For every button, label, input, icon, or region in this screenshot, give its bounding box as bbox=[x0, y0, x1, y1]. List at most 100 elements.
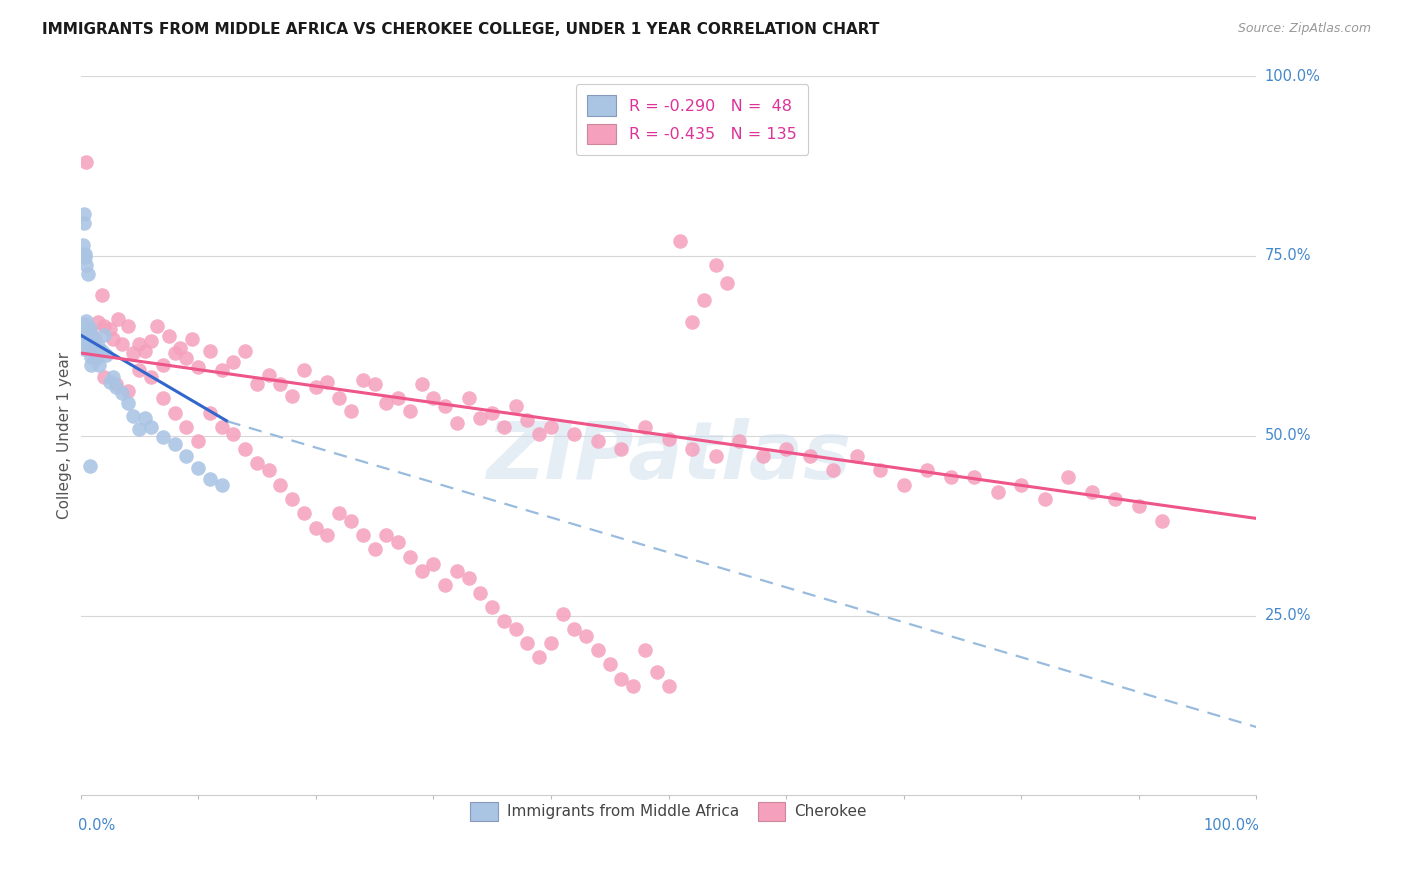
Y-axis label: College, Under 1 year: College, Under 1 year bbox=[58, 352, 72, 519]
Point bbox=[122, 409, 145, 423]
Point bbox=[411, 376, 433, 391]
Point bbox=[257, 463, 280, 477]
Point bbox=[716, 276, 738, 290]
Point bbox=[610, 442, 633, 456]
Point bbox=[104, 380, 127, 394]
Point bbox=[987, 484, 1010, 499]
Point bbox=[83, 350, 105, 364]
Point bbox=[176, 449, 198, 463]
Point bbox=[84, 350, 107, 364]
Point bbox=[657, 679, 679, 693]
Point bbox=[111, 385, 134, 400]
Text: 25.0%: 25.0% bbox=[1265, 608, 1312, 624]
Point bbox=[516, 636, 538, 650]
Point bbox=[751, 449, 773, 463]
Point bbox=[176, 420, 198, 434]
Point bbox=[540, 636, 562, 650]
Point bbox=[93, 328, 115, 343]
Point bbox=[540, 420, 562, 434]
Point bbox=[693, 293, 716, 308]
Point bbox=[316, 528, 339, 542]
Point bbox=[775, 442, 797, 456]
Point bbox=[728, 434, 751, 449]
Point bbox=[163, 406, 186, 420]
Point bbox=[90, 343, 112, 358]
Point bbox=[152, 358, 174, 372]
Point bbox=[586, 434, 609, 449]
Point bbox=[82, 336, 104, 351]
Point bbox=[1010, 477, 1032, 491]
Point bbox=[211, 362, 233, 376]
Text: ZIPatlas: ZIPatlas bbox=[486, 418, 851, 496]
Point bbox=[117, 396, 139, 410]
Point bbox=[73, 207, 96, 221]
Point bbox=[681, 442, 703, 456]
Text: 100.0%: 100.0% bbox=[1265, 69, 1320, 84]
Point bbox=[152, 392, 174, 406]
Point bbox=[363, 376, 385, 391]
Point bbox=[269, 376, 291, 391]
Point bbox=[152, 430, 174, 444]
Point bbox=[328, 392, 350, 406]
Point bbox=[163, 437, 186, 451]
Point bbox=[79, 341, 101, 355]
Point bbox=[187, 360, 209, 375]
Point bbox=[363, 542, 385, 557]
Point bbox=[93, 369, 115, 384]
Point bbox=[387, 535, 409, 549]
Point bbox=[157, 329, 180, 343]
Point bbox=[187, 434, 209, 449]
Point bbox=[246, 456, 269, 470]
Point bbox=[564, 427, 586, 442]
Point bbox=[398, 403, 420, 417]
Point bbox=[79, 325, 101, 339]
Point bbox=[551, 607, 574, 621]
Point bbox=[939, 470, 962, 484]
Point bbox=[122, 346, 145, 360]
Point bbox=[176, 351, 198, 365]
Point bbox=[823, 463, 845, 477]
Point bbox=[75, 155, 97, 169]
Point bbox=[73, 217, 96, 231]
Point bbox=[1152, 514, 1174, 528]
Point bbox=[305, 521, 328, 535]
Point bbox=[681, 315, 703, 329]
Point bbox=[470, 410, 492, 425]
Text: 0.0%: 0.0% bbox=[79, 819, 115, 833]
Point bbox=[146, 319, 169, 334]
Point bbox=[281, 389, 304, 403]
Point bbox=[187, 461, 209, 475]
Point bbox=[516, 413, 538, 427]
Point bbox=[233, 343, 256, 358]
Point bbox=[305, 380, 328, 394]
Point bbox=[527, 650, 550, 665]
Point bbox=[1057, 470, 1080, 484]
Point bbox=[80, 358, 103, 372]
Point bbox=[352, 373, 374, 387]
Point bbox=[103, 369, 125, 384]
Point bbox=[75, 258, 97, 272]
Point bbox=[457, 392, 479, 406]
Point bbox=[198, 406, 221, 420]
Point bbox=[645, 665, 668, 679]
Point bbox=[257, 368, 280, 382]
Point bbox=[117, 319, 139, 334]
Point bbox=[75, 328, 97, 343]
Point bbox=[73, 343, 96, 357]
Point bbox=[375, 528, 398, 542]
Point bbox=[915, 463, 938, 477]
Point bbox=[893, 477, 915, 491]
Point bbox=[422, 557, 444, 571]
Point bbox=[610, 672, 633, 686]
Point bbox=[222, 427, 245, 442]
Point bbox=[434, 399, 457, 413]
Point bbox=[481, 599, 503, 614]
Point bbox=[98, 375, 121, 389]
Text: IMMIGRANTS FROM MIDDLE AFRICA VS CHEROKEE COLLEGE, UNDER 1 YEAR CORRELATION CHAR: IMMIGRANTS FROM MIDDLE AFRICA VS CHEROKE… bbox=[42, 22, 880, 37]
Point bbox=[98, 322, 121, 336]
Point bbox=[128, 421, 150, 435]
Point bbox=[505, 622, 527, 636]
Point bbox=[75, 250, 97, 264]
Point bbox=[75, 247, 97, 261]
Legend: Immigrants from Middle Africa, Cherokee: Immigrants from Middle Africa, Cherokee bbox=[464, 796, 873, 828]
